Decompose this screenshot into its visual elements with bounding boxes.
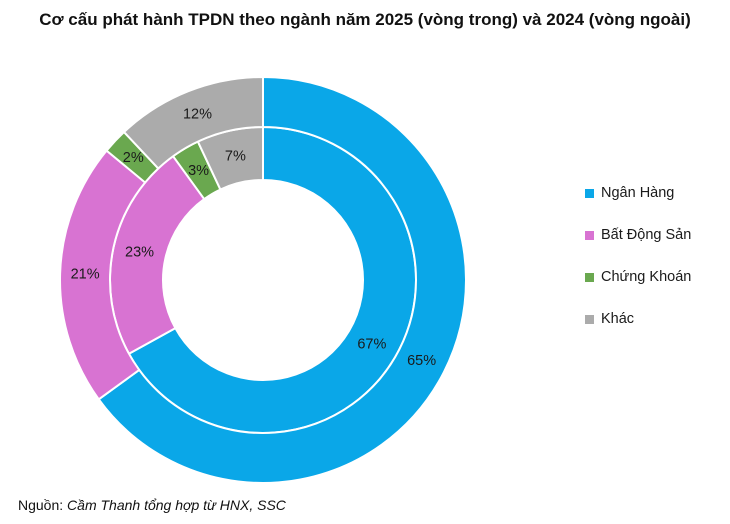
legend-item-chung-khoan: Chứng Khoán [585, 268, 691, 286]
legend-item-bat-dong-san: Bất Động Sản [585, 226, 691, 244]
donut-segment-outer-1 [97, 76, 467, 484]
data-label-outer-2: 21% [71, 266, 100, 282]
legend-swatch-khac [585, 314, 594, 324]
data-label-outer-1: 65% [407, 353, 436, 369]
legend-label-khac: Khác [601, 311, 635, 327]
data-label-inner-2: 23% [125, 244, 154, 260]
data-label-outer-4: 12% [183, 106, 212, 122]
chart-title: Cơ cấu phát hành TPDN theo ngành năm 202… [39, 10, 691, 29]
source-text: Cầm Thanh tổng hợp từ HNX, SSC [67, 497, 286, 513]
legend-item-khac: Khác [585, 310, 691, 328]
data-label-inner-1: 67% [357, 336, 386, 352]
data-label-inner-3: 3% [188, 163, 209, 179]
donut-segment-outer-4 [123, 76, 264, 170]
source-note: Nguồn: Cầm Thanh tổng hợp từ HNX, SSC [18, 497, 286, 513]
data-label-inner-4: 7% [225, 149, 246, 165]
legend-label-ngan-hang: Ngân Hàng [601, 185, 675, 201]
legend-swatch-chung-khoan [585, 272, 594, 282]
legend-label-chung-khoan: Chứng Khoán [601, 269, 692, 285]
data-label-outer-3: 2% [123, 150, 144, 166]
legend-label-bat-dong-san: Bất Động Sản [601, 227, 692, 243]
legend-swatch-bat-dong-san [585, 230, 594, 240]
legend-swatch-ngan-hang [585, 188, 594, 198]
source-prefix: Nguồn: [18, 497, 68, 513]
legend-item-ngan-hang: Ngân Hàng [585, 184, 691, 202]
legend: Ngân Hàng Bất Động Sản Chứng Khoán Khác [585, 184, 691, 328]
